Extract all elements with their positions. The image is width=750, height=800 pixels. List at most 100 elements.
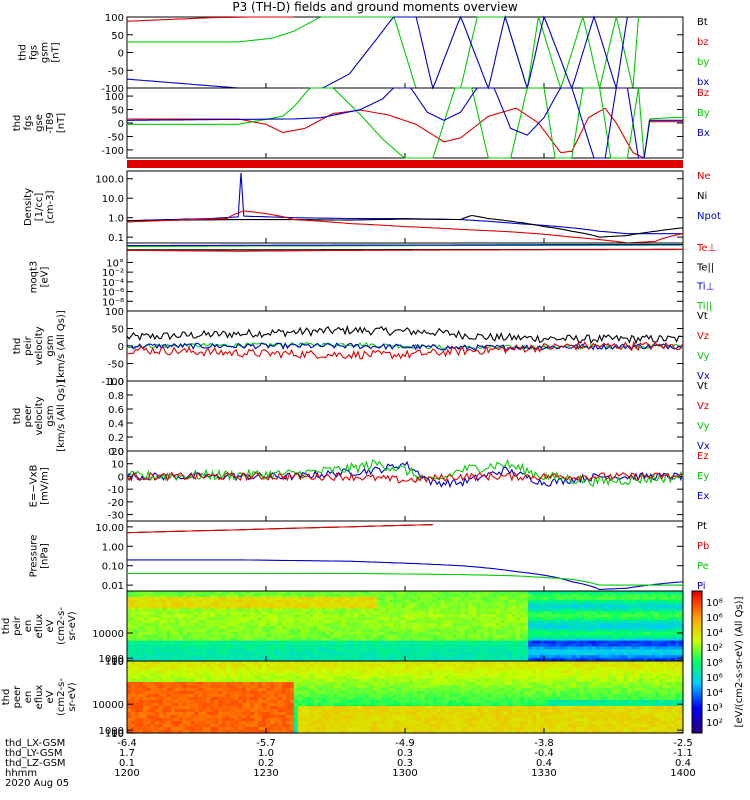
peir-eflux-cell: [627, 628, 632, 633]
peir-eflux-cell: [432, 623, 438, 627]
peer-eflux-cell: [230, 673, 235, 677]
peir-eflux-cell: [397, 626, 402, 630]
peir-eflux-cell: [532, 652, 537, 656]
peir-eflux-cell: [262, 611, 267, 615]
peer-eflux-cell: [246, 697, 251, 701]
peir-eflux-cell: [563, 620, 569, 624]
peer-eflux-cell: [305, 670, 311, 674]
peer-eflux-cell: [285, 694, 291, 698]
peir-eflux-cell: [635, 623, 640, 627]
peir-eflux-cell: [532, 617, 537, 621]
peer-eflux-cell: [270, 727, 275, 731]
peir-eflux-cell: [480, 649, 486, 653]
peir-eflux-cell: [170, 623, 176, 627]
peir-eflux-cell: [218, 593, 223, 598]
peir-eflux-cell: [369, 626, 374, 630]
peir-eflux-cell: [206, 640, 211, 645]
peer-eflux-cell: [131, 670, 136, 674]
peir-eflux-cell: [369, 620, 374, 624]
peir-eflux-cell: [289, 649, 295, 653]
peir-eflux-cell: [432, 658, 438, 662]
plot-title: P3 (TH-D) fields and ground moments over…: [232, 0, 518, 14]
peir-eflux-cell: [540, 614, 545, 618]
peer-eflux-cell: [202, 697, 208, 701]
peir-eflux-cell: [516, 596, 521, 601]
peir-eflux-cell: [250, 620, 255, 624]
peir-eflux-cell: [540, 599, 545, 604]
peir-eflux-cell: [627, 658, 632, 662]
peir-eflux-cell: [325, 596, 331, 601]
peir-eflux-cell: [222, 611, 227, 615]
peir-eflux-cell: [333, 634, 339, 639]
peir-eflux-cell: [202, 614, 208, 618]
peer-eflux-cell: [281, 712, 287, 716]
peir-eflux-cell: [555, 649, 561, 653]
peir-eflux-cell: [345, 643, 350, 647]
temperature-legend-3: Ti||: [696, 301, 712, 312]
peer-eflux-cell: [170, 697, 176, 701]
peir-eflux-cell: [266, 611, 271, 615]
peer-eflux-cell: [190, 721, 196, 725]
peir-eflux-cell: [301, 655, 307, 659]
peer-eflux-cell: [146, 730, 152, 734]
peir-eflux-cell: [559, 593, 565, 598]
peir-eflux-cell: [194, 640, 200, 645]
peir-eflux-cell: [615, 626, 621, 630]
peer-eflux-cell: [166, 691, 172, 695]
peer-eflux-cell: [333, 670, 339, 674]
peer-eflux-cell: [174, 724, 180, 728]
peir-eflux-cell: [194, 649, 200, 653]
peir-eflux-cell: [377, 634, 382, 639]
peir-eflux-cell: [551, 620, 557, 624]
peer-eflux-cell: [198, 676, 204, 680]
peir-eflux-cell: [611, 658, 617, 662]
peir-eflux-cell: [405, 634, 410, 639]
peer-eflux-cell: [210, 667, 215, 671]
peir-eflux-cell: [222, 626, 227, 630]
peir-eflux-cell: [349, 637, 354, 642]
peer-eflux-cell: [127, 670, 132, 674]
peir-eflux-cell: [611, 634, 617, 639]
peer-eflux-cell: [222, 697, 227, 701]
peir-eflux-cell: [504, 658, 509, 662]
peir-eflux-cell: [548, 608, 553, 612]
peir-eflux-cell: [238, 649, 243, 653]
peir-eflux-cell: [373, 614, 378, 618]
peir-eflux-cell: [436, 658, 442, 662]
peir-eflux-cell: [424, 593, 430, 598]
peir-eflux-cell: [289, 646, 295, 650]
peir-eflux-cell: [226, 658, 231, 662]
peir-eflux-cell: [242, 631, 247, 636]
peer-eflux-cell: [218, 703, 223, 707]
peir-eflux-cell: [285, 620, 291, 624]
peir-eflux-cell: [341, 634, 347, 639]
peir-eflux-cell: [643, 631, 648, 636]
peir-eflux-cell: [409, 658, 414, 662]
peir-eflux-cell: [559, 596, 565, 601]
peir-eflux-cell: [472, 617, 478, 621]
peir-eflux-cell: [548, 623, 553, 627]
peir-eflux-cell: [663, 652, 668, 656]
peer-eflux-cell: [301, 691, 307, 695]
peir-eflux-cell: [500, 599, 505, 604]
peir-eflux-cell: [512, 634, 517, 639]
peir-eflux-cell: [321, 649, 327, 653]
peir-eflux-cell: [528, 649, 533, 653]
peir-eflux-cell: [377, 614, 382, 618]
y-tick-label: 0.6: [108, 405, 124, 416]
peir-eflux-cell: [591, 626, 597, 630]
peir-eflux-cell: [496, 623, 501, 627]
peer-eflux-cell: [270, 718, 275, 722]
peir-eflux-cell: [345, 617, 350, 621]
peir-eflux-cell: [536, 617, 541, 621]
peir-eflux-cell: [524, 655, 529, 659]
y-tick-label: 0: [118, 119, 124, 130]
peir-eflux-cell: [293, 646, 299, 650]
peer-eflux-cell: [166, 667, 172, 671]
peir-eflux-cell: [436, 631, 442, 636]
peer-eflux-cell: [242, 697, 247, 701]
peir-eflux-cell: [158, 608, 164, 612]
peir-eflux-cell: [174, 631, 180, 636]
peir-eflux-cell: [146, 655, 152, 659]
peer-eflux-cell: [281, 667, 287, 671]
